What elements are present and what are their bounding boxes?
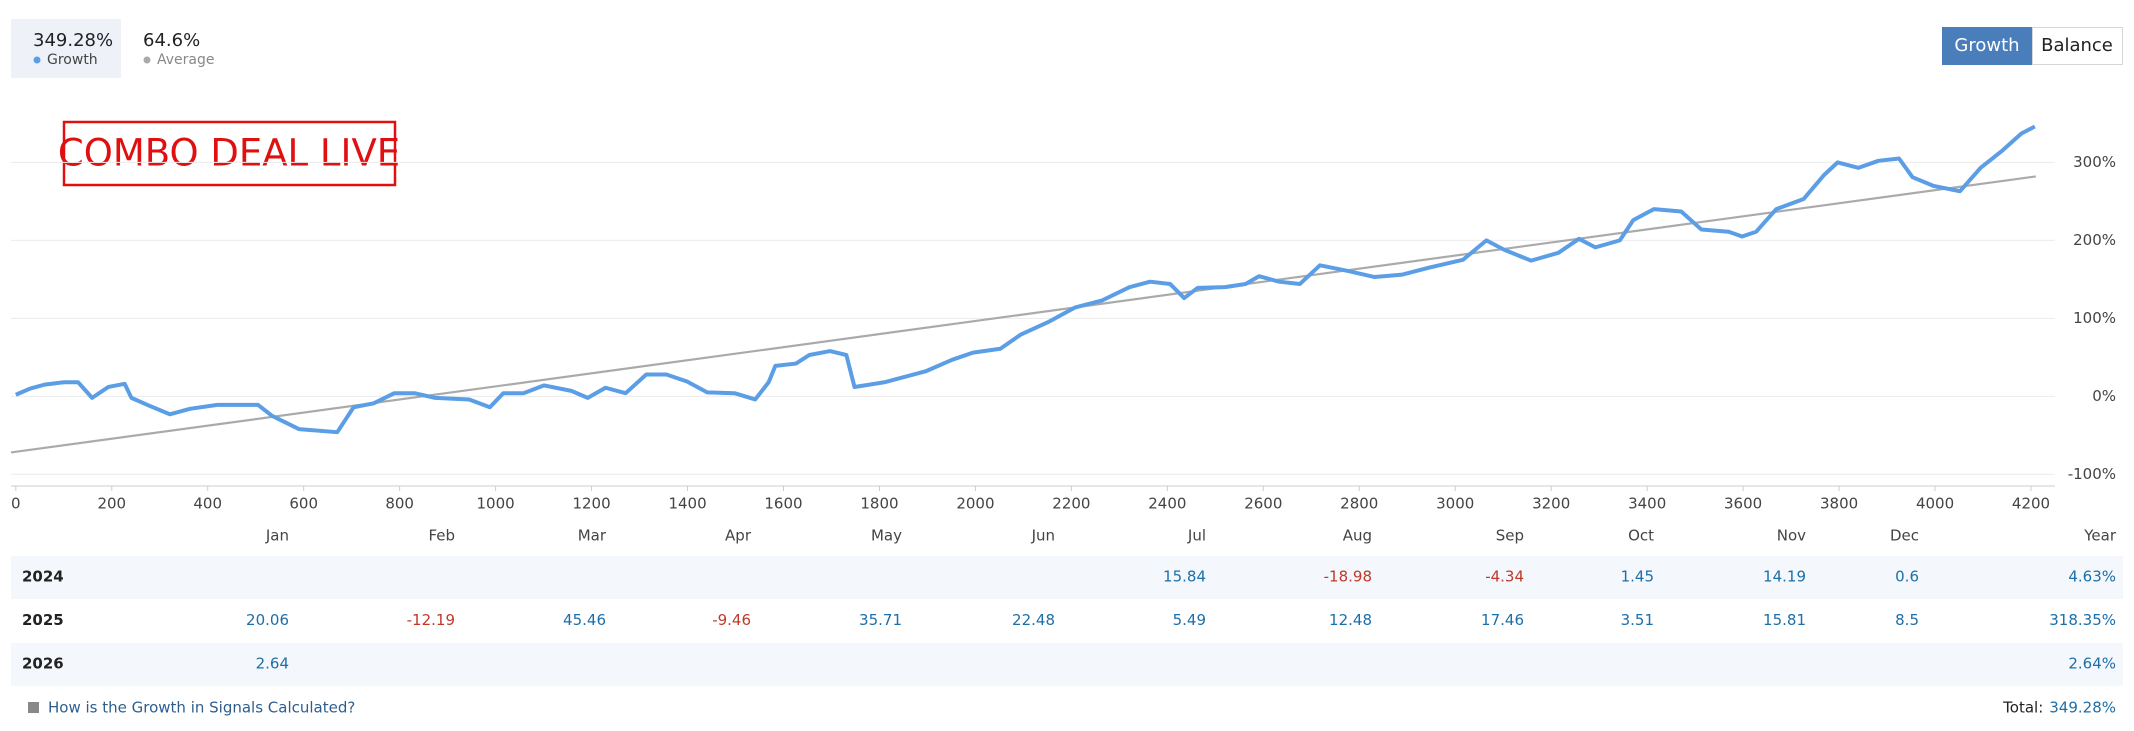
table-cell: 17.46 [1481,611,1524,629]
total-value: 349.28% [2049,699,2116,717]
average-value[interactable]: 64.6% [143,30,200,51]
table-cell: -12.19 [407,611,455,629]
month-header: Dec [1890,527,1919,545]
x-tick-label: 3400 [1628,495,1666,513]
legend-dot [33,56,41,64]
balance-button[interactable] [2032,27,2123,65]
month-header: Feb [428,527,455,545]
x-tick-label: 2000 [956,495,994,513]
table-cell: 318.35% [2049,611,2116,629]
series-line [10,175,2036,454]
month-header: Mar [578,527,607,545]
help-icon [28,702,39,713]
annotation: COMBO DEAL LIVE [58,132,400,175]
x-tick-label: 3200 [1532,495,1570,513]
month-header: Nov [1777,527,1806,545]
row-band [11,556,2123,599]
x-tick-label: 1200 [572,495,610,513]
table-cell: 0.6 [1895,568,1919,586]
legend-dot [143,56,151,64]
month-header: Sep [1496,527,1524,545]
stat-box[interactable] [11,19,121,78]
help-link[interactable]: How is the Growth in Signals Calculated? [48,699,355,717]
growth-value: 349.28% [33,30,113,51]
month-header: Apr [725,527,752,545]
year-label: 2024 [22,568,64,586]
month-header: Jul [1187,527,1206,545]
y-tick-label: 200% [2073,231,2116,249]
table-cell: 3.51 [1621,611,1654,629]
y-tick-label: 300% [2073,153,2116,171]
table-cell: 2.64 [256,655,289,673]
x-tick-label: 0 [11,495,21,513]
table-cell: 20.06 [246,611,289,629]
growth-button[interactable] [1942,27,2032,65]
x-tick-label: 200 [97,495,126,513]
x-tick-label: 4000 [1916,495,1954,513]
table-cell: 22.48 [1012,611,1055,629]
table-cell: 4.63% [2068,568,2116,586]
year-label: 2026 [22,655,64,673]
table-cell: 1.45 [1621,568,1654,586]
x-tick-label: 1800 [860,495,898,513]
x-tick-label: 2400 [1148,495,1186,513]
x-tick-label: 1600 [764,495,802,513]
x-tick-label: 600 [289,495,318,513]
x-tick-label: 4200 [2012,495,2050,513]
total-label: Total: [2002,699,2043,717]
x-tick-label: 800 [385,495,414,513]
button-label[interactable]: Balance [2041,35,2113,56]
table-cell: 2.64% [2068,655,2116,673]
y-tick-label: 100% [2073,309,2116,327]
year-label: 2025 [22,611,64,629]
table-cell: 35.71 [859,611,902,629]
y-tick-label: -100% [2068,465,2116,483]
x-tick-label: 2600 [1244,495,1282,513]
x-tick-label: 3600 [1724,495,1762,513]
table-cell: -9.46 [712,611,751,629]
table-cell: 15.81 [1763,611,1806,629]
table-cell: -4.34 [1485,568,1524,586]
x-tick-label: 2200 [1052,495,1090,513]
x-tick-label: 3800 [1820,495,1858,513]
month-header: May [871,527,902,545]
x-tick-label: 400 [193,495,222,513]
month-header: Oct [1628,527,1654,545]
button-label[interactable]: Growth [1954,35,2019,56]
series-line [15,124,2036,435]
table-cell: 45.46 [563,611,606,629]
annotation-box [62,120,397,187]
table-cell: -18.98 [1324,568,1372,586]
x-tick-label: 3000 [1436,495,1474,513]
x-tick-label: 2800 [1340,495,1378,513]
table-cell: 8.5 [1895,611,1919,629]
month-header: Year [2083,527,2117,545]
table-cell: 14.19 [1763,568,1806,586]
month-header: Aug [1343,527,1372,545]
average-label: Average [157,52,215,68]
month-header: Jan [265,527,289,545]
row-band [11,643,2123,686]
table-cell: 15.84 [1163,568,1206,586]
y-tick-label: 0% [2092,387,2116,405]
growth-label: Growth [47,52,98,68]
x-tick-label: 1400 [668,495,706,513]
table-cell: 12.48 [1329,611,1372,629]
month-header: Jun [1031,527,1055,545]
x-tick-label: 1000 [477,495,515,513]
table-cell: 5.49 [1173,611,1206,629]
